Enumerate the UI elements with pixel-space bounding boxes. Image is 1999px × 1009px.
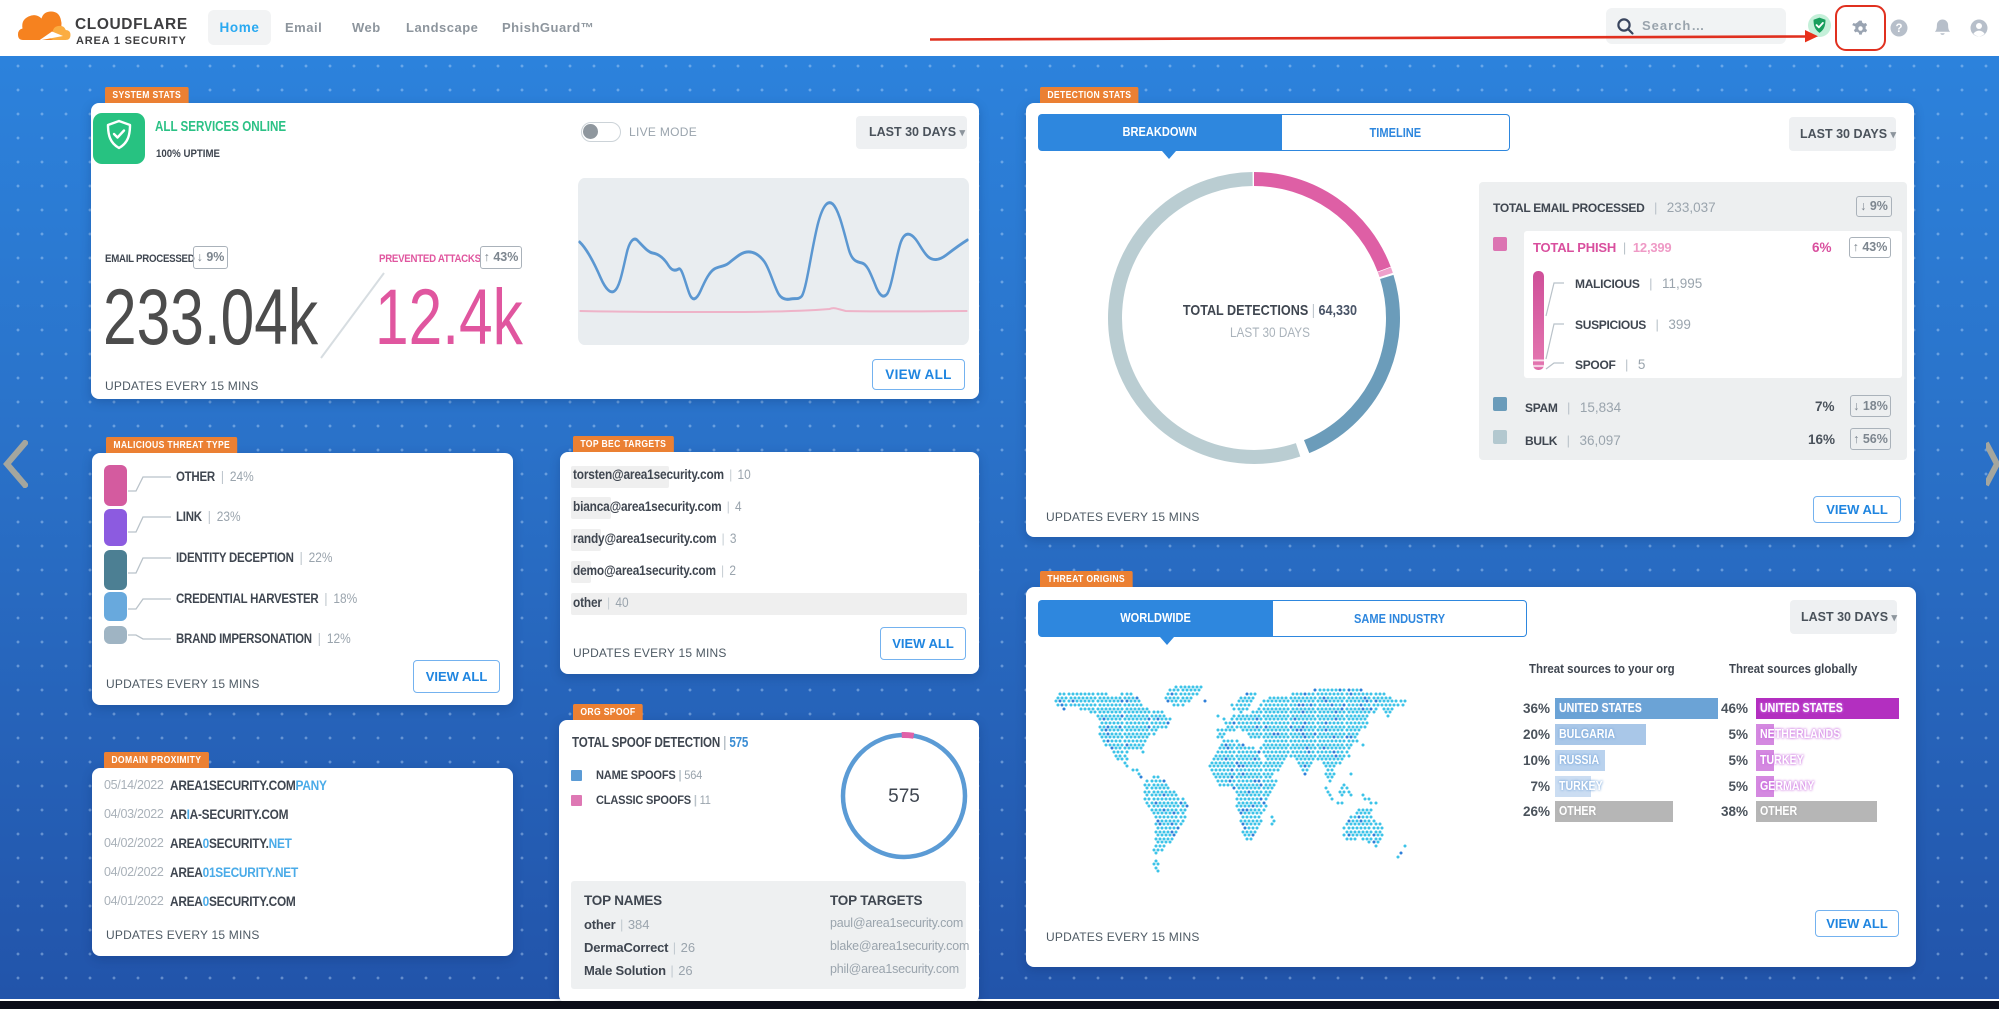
svg-text:?: ? [1895, 23, 1902, 35]
